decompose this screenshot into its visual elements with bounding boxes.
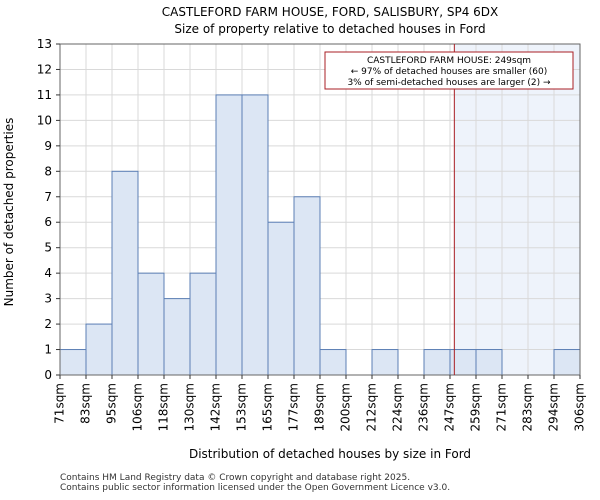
y-tick-label: 12	[37, 62, 52, 76]
histogram-bar	[267, 221, 295, 376]
x-tick-label: 294sqm	[547, 383, 561, 431]
histogram-bar	[319, 349, 347, 376]
chart-subtitle: Size of property relative to detached ho…	[174, 22, 485, 36]
histogram-bar	[189, 272, 217, 376]
x-tick-label: 83sqm	[79, 383, 93, 424]
y-tick-label: 13	[37, 37, 52, 51]
y-axis-label: Number of detached properties	[2, 118, 16, 307]
footer-line-2: Contains public sector information licen…	[60, 483, 451, 493]
histogram-bar	[137, 272, 165, 376]
y-tick-label: 10	[37, 113, 52, 127]
y-tick-label: 9	[44, 139, 52, 153]
y-tick-label: 8	[44, 164, 52, 178]
histogram-bar	[553, 349, 581, 376]
histogram-bar	[59, 349, 87, 376]
x-tick-label: 259sqm	[469, 383, 483, 431]
x-tick-label: 118sqm	[157, 383, 171, 431]
x-tick-label: 271sqm	[495, 383, 509, 431]
x-axis-label: Distribution of detached houses by size …	[189, 447, 471, 461]
y-tick-label: 5	[44, 241, 52, 255]
x-tick-label: 165sqm	[261, 383, 275, 431]
histogram-bar	[293, 196, 321, 376]
x-tick-label: 306sqm	[573, 383, 587, 431]
histogram-bar	[85, 323, 113, 376]
x-tick-label: 283sqm	[521, 383, 535, 431]
annotation-line: CASTLEFORD FARM HOUSE: 249sqm	[367, 56, 531, 66]
chart-title: CASTLEFORD FARM HOUSE, FORD, SALISBURY, …	[162, 5, 499, 19]
y-tick-label: 6	[44, 215, 52, 229]
x-tick-label: 177sqm	[287, 383, 301, 431]
histogram-bar	[111, 170, 139, 376]
y-tick-label: 7	[44, 190, 52, 204]
histogram-bar	[241, 94, 269, 376]
histogram-bar	[163, 298, 191, 376]
y-tick-label: 3	[44, 292, 52, 306]
x-tick-label: 212sqm	[365, 383, 379, 431]
y-tick-label: 0	[44, 368, 52, 382]
y-tick-label: 2	[44, 317, 52, 331]
histogram-bar	[475, 349, 503, 376]
footer-line-1: Contains HM Land Registry data © Crown c…	[60, 473, 411, 483]
x-tick-label: 224sqm	[391, 383, 405, 431]
x-tick-label: 189sqm	[313, 383, 327, 431]
x-tick-label: 200sqm	[339, 383, 353, 431]
x-tick-label: 95sqm	[105, 383, 119, 424]
histogram-bar	[371, 349, 399, 376]
x-tick-label: 130sqm	[183, 383, 197, 431]
y-tick-label: 11	[37, 88, 52, 102]
annotation-line: ← 97% of detached houses are smaller (60…	[351, 67, 548, 77]
annotation-line: 3% of semi-detached houses are larger (2…	[347, 78, 551, 88]
y-tick-label: 4	[44, 266, 52, 280]
x-tick-label: 247sqm	[443, 383, 457, 431]
histogram-bar	[423, 349, 451, 376]
x-tick-label: 236sqm	[417, 383, 431, 431]
histogram-bar	[215, 94, 243, 376]
larger-region-shade	[454, 44, 580, 375]
x-tick-label: 153sqm	[235, 383, 249, 431]
x-tick-label: 71sqm	[53, 383, 67, 424]
annotation-box	[324, 51, 574, 90]
y-tick-label: 1	[44, 343, 52, 357]
x-tick-label: 106sqm	[131, 383, 145, 431]
x-tick-label: 142sqm	[209, 383, 223, 431]
